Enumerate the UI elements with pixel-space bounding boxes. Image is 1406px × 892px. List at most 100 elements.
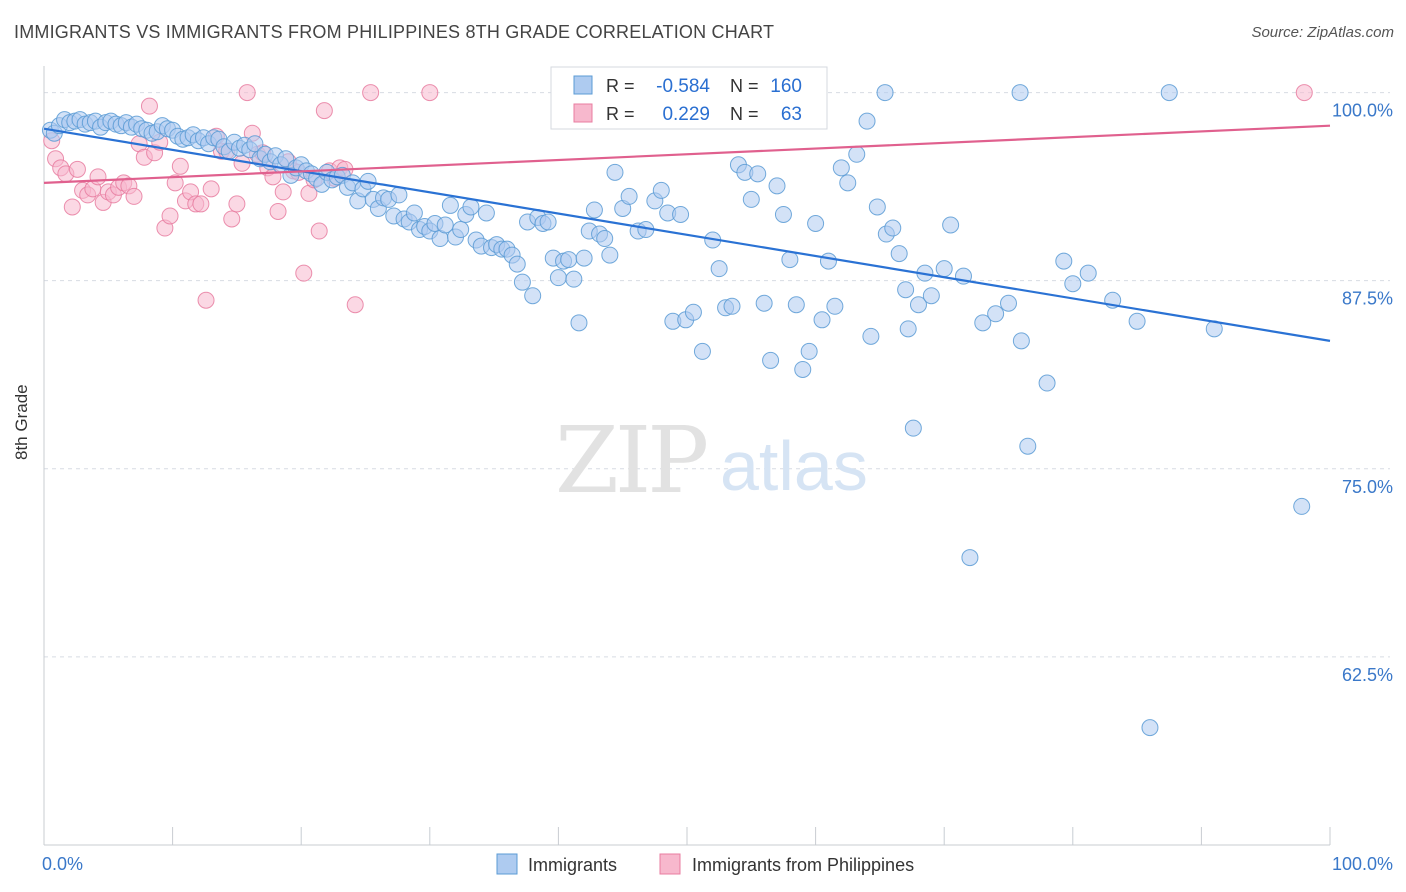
point-immigrants <box>508 255 526 273</box>
point-immigrants <box>575 249 593 267</box>
y-tick-label: 87.5% <box>1342 289 1393 309</box>
point-immigrants <box>832 159 850 177</box>
legend: Immigrants Immigrants from Philippines <box>496 853 914 875</box>
point-immigrants <box>1128 312 1146 330</box>
point-immigrants <box>876 84 894 102</box>
point-immigrants <box>246 135 264 153</box>
point-philippines <box>68 160 86 178</box>
point-immigrants <box>749 165 767 183</box>
point-philippines <box>295 264 313 282</box>
point-immigrants <box>390 186 408 204</box>
point-immigrants <box>768 177 786 195</box>
point-immigrants <box>897 281 915 299</box>
point-philippines <box>89 168 107 186</box>
point-immigrants <box>1000 294 1017 312</box>
point-immigrants <box>755 294 773 312</box>
stats-box: R = -0.584 N = 160 R = 0.229 N = 63 <box>550 66 828 130</box>
point-immigrants <box>813 311 831 329</box>
point-immigrants <box>1160 84 1178 102</box>
point-immigrants <box>539 213 557 231</box>
x-tick-label-max: 100.0% <box>1332 854 1393 874</box>
point-philippines <box>362 84 380 102</box>
point-philippines <box>192 195 210 213</box>
point-immigrants <box>1064 275 1082 293</box>
legend-swatch-philippines <box>659 853 681 875</box>
point-immigrants <box>868 198 886 216</box>
point-immigrants <box>477 204 495 222</box>
point-immigrants <box>909 296 927 314</box>
point-immigrants <box>1055 252 1073 270</box>
point-immigrants <box>1293 497 1311 515</box>
point-immigrants <box>596 230 614 248</box>
stats-r-value-1: -0.584 <box>656 76 710 97</box>
point-philippines <box>171 157 189 175</box>
point-immigrants <box>974 314 992 332</box>
y-tick-label: 100.0% <box>1332 101 1393 121</box>
point-immigrants <box>807 214 825 232</box>
point-immigrants <box>762 351 780 369</box>
point-immigrants <box>935 260 953 278</box>
tick-labels: 62.5% 75.0% 87.5% 100.0% 0.0% 100.0% <box>42 101 1393 874</box>
point-immigrants <box>1079 264 1097 282</box>
data-points <box>41 84 1313 737</box>
point-immigrants <box>787 296 805 314</box>
point-immigrants <box>684 303 702 321</box>
point-immigrants <box>436 216 454 234</box>
point-immigrants <box>848 145 866 163</box>
point-immigrants <box>942 216 960 234</box>
point-philippines <box>1295 84 1313 102</box>
point-immigrants <box>570 314 588 332</box>
watermark-zip: ZIP <box>555 407 706 514</box>
y-tick-label: 75.0% <box>1342 477 1393 497</box>
point-philippines <box>228 195 246 213</box>
point-philippines <box>197 291 215 309</box>
point-immigrants <box>672 205 690 223</box>
stats-r-label-2: R = <box>606 104 635 124</box>
point-immigrants <box>922 287 940 305</box>
point-immigrants <box>710 260 728 278</box>
point-immigrants <box>405 204 423 222</box>
point-immigrants <box>585 201 603 219</box>
point-immigrants <box>890 245 908 263</box>
point-immigrants <box>524 287 542 305</box>
point-immigrants <box>987 305 1005 323</box>
point-immigrants <box>606 163 624 181</box>
stats-n-value-2: 63 <box>781 104 802 125</box>
point-philippines <box>274 183 292 201</box>
point-philippines <box>125 187 143 205</box>
point-immigrants <box>826 297 844 315</box>
point-philippines <box>161 207 179 225</box>
point-immigrants <box>513 273 531 291</box>
point-immigrants <box>1012 332 1030 350</box>
point-immigrants <box>1019 437 1037 455</box>
point-immigrants <box>723 297 741 315</box>
point-immigrants <box>858 112 876 130</box>
point-philippines <box>421 84 439 102</box>
point-immigrants <box>549 269 567 287</box>
point-immigrants <box>620 187 638 205</box>
point-immigrants <box>1038 374 1056 392</box>
point-philippines <box>63 198 81 216</box>
watermark: ZIP atlas <box>555 407 868 514</box>
legend-label-immigrants: Immigrants <box>528 855 617 875</box>
stats-n-label-1: N = <box>730 76 759 96</box>
point-philippines <box>140 97 158 115</box>
point-philippines <box>238 84 256 102</box>
chart-title: IMMIGRANTS VS IMMIGRANTS FROM PHILIPPINE… <box>14 22 775 42</box>
x-tick-label-min: 0.0% <box>42 854 83 874</box>
stats-n-label-2: N = <box>730 104 759 124</box>
point-immigrants <box>819 252 837 270</box>
legend-label-philippines: Immigrants from Philippines <box>692 855 914 875</box>
point-immigrants <box>774 205 792 223</box>
point-philippines <box>310 222 328 240</box>
point-philippines <box>166 174 184 192</box>
point-philippines <box>315 102 333 120</box>
point-immigrants <box>565 270 583 288</box>
y-tick-label: 62.5% <box>1342 665 1393 685</box>
point-immigrants <box>862 327 880 345</box>
point-immigrants <box>1141 719 1159 737</box>
point-philippines <box>202 180 220 198</box>
point-immigrants <box>904 419 922 437</box>
trend-line-philippines <box>43 124 1331 184</box>
